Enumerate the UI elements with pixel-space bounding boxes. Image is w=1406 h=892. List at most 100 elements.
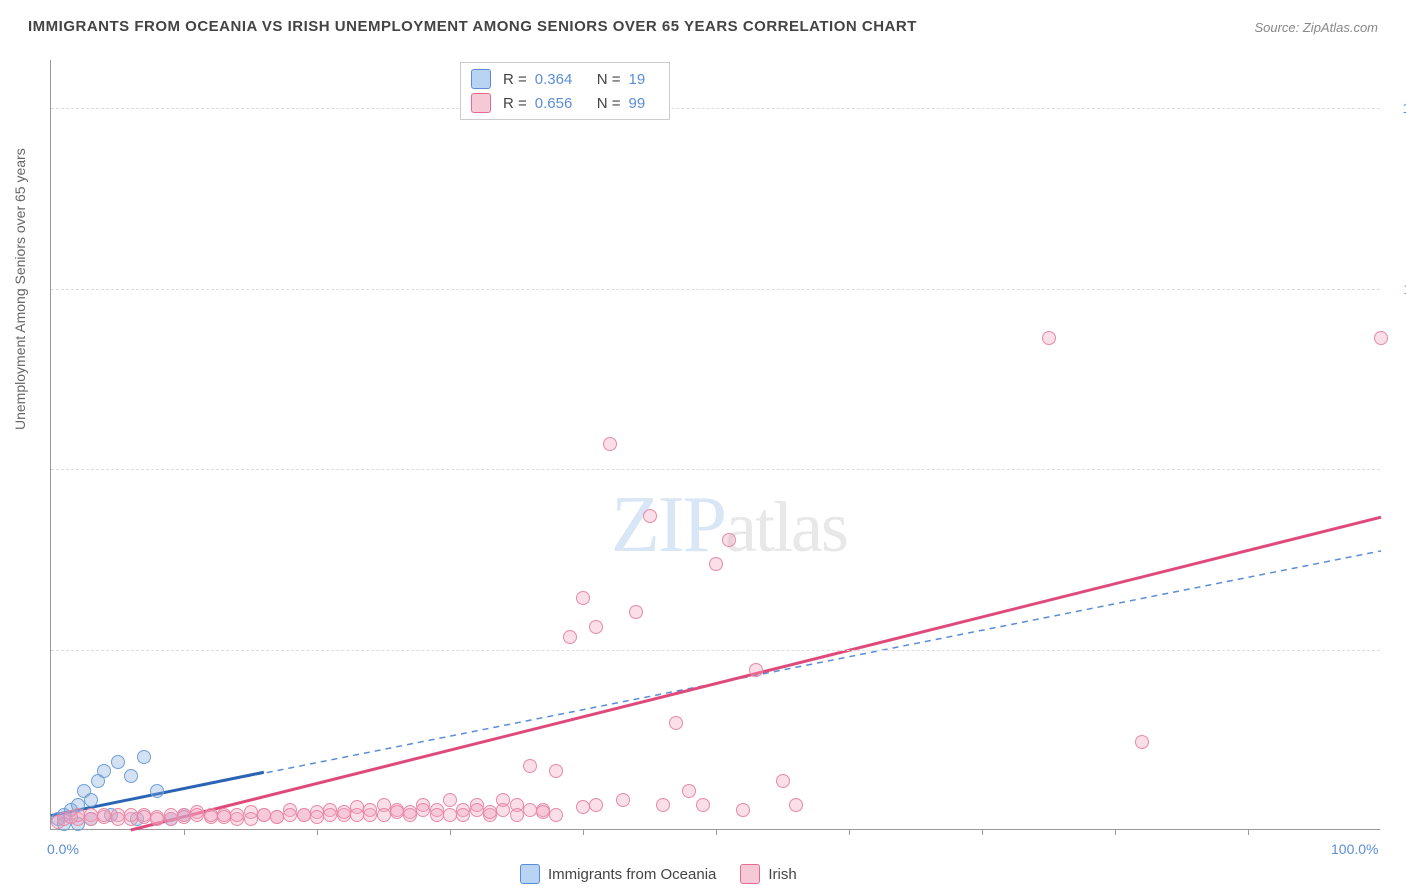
chart-title: IMMIGRANTS FROM OCEANIA VS IRISH UNEMPLO… [28,18,917,35]
scatter-point [217,810,231,824]
x-tick-label: 100.0% [1331,841,1378,857]
y-tick-label: 150.0% [1390,100,1406,116]
scatter-point [124,769,138,783]
scatter-point [244,812,258,826]
scatter-point [776,774,790,788]
scatter-point [150,784,164,798]
scatter-point [97,808,111,822]
x-tick-mark [716,829,717,835]
series-legend-item: Irish [740,864,796,884]
scatter-point [510,808,524,822]
legend-row: R = 0.364 N = 19 [471,67,659,91]
series-legend-label: Irish [768,866,796,883]
gridline-h [51,469,1380,470]
scatter-point [310,810,324,824]
legend-row: R = 0.656 N = 99 [471,91,659,115]
scatter-point [443,808,457,822]
scatter-point [696,798,710,812]
series-legend-item: Immigrants from Oceania [520,864,716,884]
scatter-point [84,793,98,807]
y-tick-label: 112.5% [1390,281,1406,297]
gridline-h [51,108,1380,109]
scatter-point [682,784,696,798]
scatter-point [111,812,125,826]
legend-swatch [471,93,491,113]
scatter-point [430,808,444,822]
legend-swatch [740,864,760,884]
x-tick-mark [1115,829,1116,835]
legend-swatch [520,864,540,884]
y-axis-label: Unemployment Among Seniors over 65 years [12,148,28,430]
scatter-point [363,803,377,817]
stat-n-value: 19 [629,71,659,88]
y-tick-label: 37.5% [1390,642,1406,658]
scatter-point [643,509,657,523]
gridline-h [51,650,1380,651]
scatter-point [709,557,723,571]
scatter-point [616,793,630,807]
scatter-point [124,808,138,822]
legend-swatch [471,69,491,89]
scatter-point [523,803,537,817]
scatter-point [563,630,577,644]
scatter-point [1135,735,1149,749]
scatter-point [377,808,391,822]
scatter-point [150,812,164,826]
x-tick-mark [1248,829,1249,835]
scatter-point [164,808,178,822]
scatter-point [603,437,617,451]
scatter-point [629,605,643,619]
scatter-point [64,810,78,824]
scatter-point [669,716,683,730]
stat-r-value: 0.364 [535,71,585,88]
scatter-point [470,803,484,817]
x-tick-mark [583,829,584,835]
scatter-point [84,812,98,826]
scatter-point [137,750,151,764]
scatter-point [736,803,750,817]
scatter-point [576,800,590,814]
scatter-point [536,805,550,819]
scatter-point [443,793,457,807]
series-legend-label: Immigrants from Oceania [548,866,716,883]
scatter-point [137,810,151,824]
scatter-point [483,805,497,819]
scatter-point [190,808,204,822]
stat-n-label: N = [597,95,621,112]
scatter-point [416,803,430,817]
stat-n-label: N = [597,71,621,88]
scatter-point [789,798,803,812]
scatter-point [523,759,537,773]
scatter-point [390,805,404,819]
scatter-point [549,808,563,822]
scatter-point [177,810,191,824]
scatter-point [403,808,417,822]
scatter-point [337,805,351,819]
series-legend: Immigrants from Oceania Irish [520,864,797,884]
scatter-point [722,533,736,547]
x-tick-label: 0.0% [47,841,79,857]
x-tick-mark [982,829,983,835]
trend-lines-svg [51,60,1380,829]
stat-r-label: R = [503,95,527,112]
scatter-point [656,798,670,812]
plot-area: ZIPatlas 37.5%75.0%112.5%150.0%0.0%100.0… [50,60,1380,830]
scatter-point [111,755,125,769]
x-tick-mark [450,829,451,835]
gridline-h [51,289,1380,290]
stat-r-label: R = [503,71,527,88]
scatter-point [456,808,470,822]
scatter-point [589,620,603,634]
x-tick-mark [184,829,185,835]
scatter-point [589,798,603,812]
scatter-point [270,810,284,824]
scatter-point [323,808,337,822]
scatter-point [297,808,311,822]
scatter-point [1042,331,1056,345]
correlation-legend: R = 0.364 N = 19 R = 0.656 N = 99 [460,62,670,120]
scatter-point [749,663,763,677]
stat-n-value: 99 [629,95,659,112]
scatter-point [576,591,590,605]
stat-r-value: 0.656 [535,95,585,112]
scatter-point [1374,331,1388,345]
